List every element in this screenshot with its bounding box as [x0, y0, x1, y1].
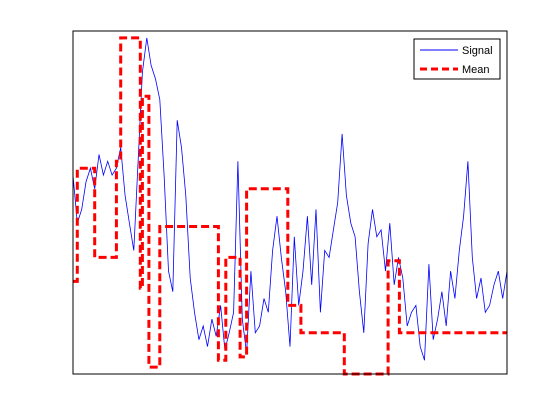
legend-label-mean: Mean — [462, 64, 490, 76]
series-layer — [72, 36, 508, 376]
series-line-mean — [73, 36, 507, 376]
legend-box — [413, 38, 501, 80]
legend: Signal Mean — [413, 38, 501, 80]
axes-frame — [72, 30, 508, 375]
legend-label-signal: Signal — [462, 45, 493, 57]
plot-area — [73, 31, 507, 374]
